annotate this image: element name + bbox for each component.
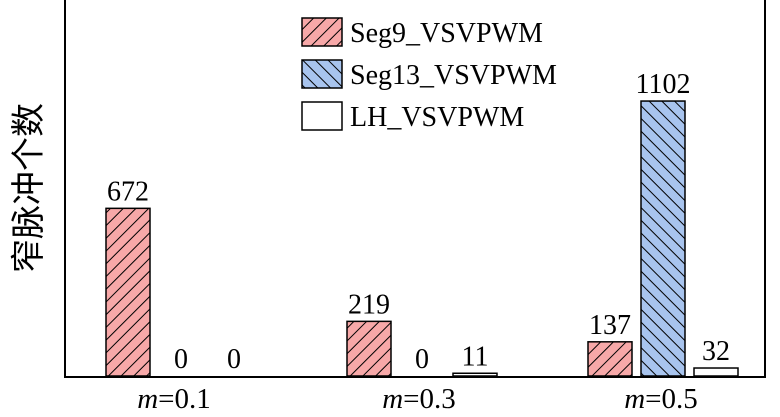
x-axis-ticks: m=0.1 m=0.3 m=0.5 (137, 383, 698, 415)
bar-seg9-vsvpwm-1 (346, 320, 392, 377)
data-label-lh-vsvpwm-1: 11 (462, 341, 489, 372)
x-tick-label-0: m=0.1 (137, 383, 211, 412)
plot-frame (64, 0, 766, 378)
x-tick-label-1: m=0.3 (382, 383, 456, 412)
data-label-seg9-vsvpwm-2: 137 (589, 310, 631, 341)
legend-swatch-lh-vsvpwm (301, 101, 343, 131)
legend-label-seg13-vsvpwm: Seg13_VSVPWM (350, 60, 557, 91)
bar-seg9-vsvpwm-2 (587, 341, 633, 377)
data-label-seg13-vsvpwm-1: 0 (415, 344, 429, 375)
data-label-seg9-vsvpwm-1: 219 (348, 289, 390, 320)
x-tick-label-2: m=0.5 (624, 383, 698, 412)
legend-swatch-seg13-vsvpwm (301, 59, 343, 89)
legend-label-lh-vsvpwm: LH_VSVPWM (350, 102, 524, 133)
data-label-seg13-vsvpwm-2: 1102 (636, 69, 691, 100)
data-label-lh-vsvpwm-0: 0 (227, 344, 241, 375)
legend-swatch-seg9-vsvpwm (301, 17, 343, 47)
legend: Seg9_VSVPWM Seg13_VSVPWM LH_VSVPWM (301, 17, 557, 133)
bar-lh-vsvpwm-1 (452, 372, 498, 377)
y-axis-label: 窄脉冲个数 (9, 103, 49, 273)
data-label-seg9-vsvpwm-0: 672 (107, 176, 149, 207)
data-label-lh-vsvpwm-2: 32 (702, 336, 730, 367)
bar-seg13-vsvpwm-2 (640, 100, 686, 377)
bar-seg9-vsvpwm-0 (105, 207, 151, 377)
legend-label-seg9-vsvpwm: Seg9_VSVPWM (350, 18, 543, 49)
data-label-seg13-vsvpwm-0: 0 (174, 344, 188, 375)
bar-lh-vsvpwm-2 (693, 367, 739, 377)
